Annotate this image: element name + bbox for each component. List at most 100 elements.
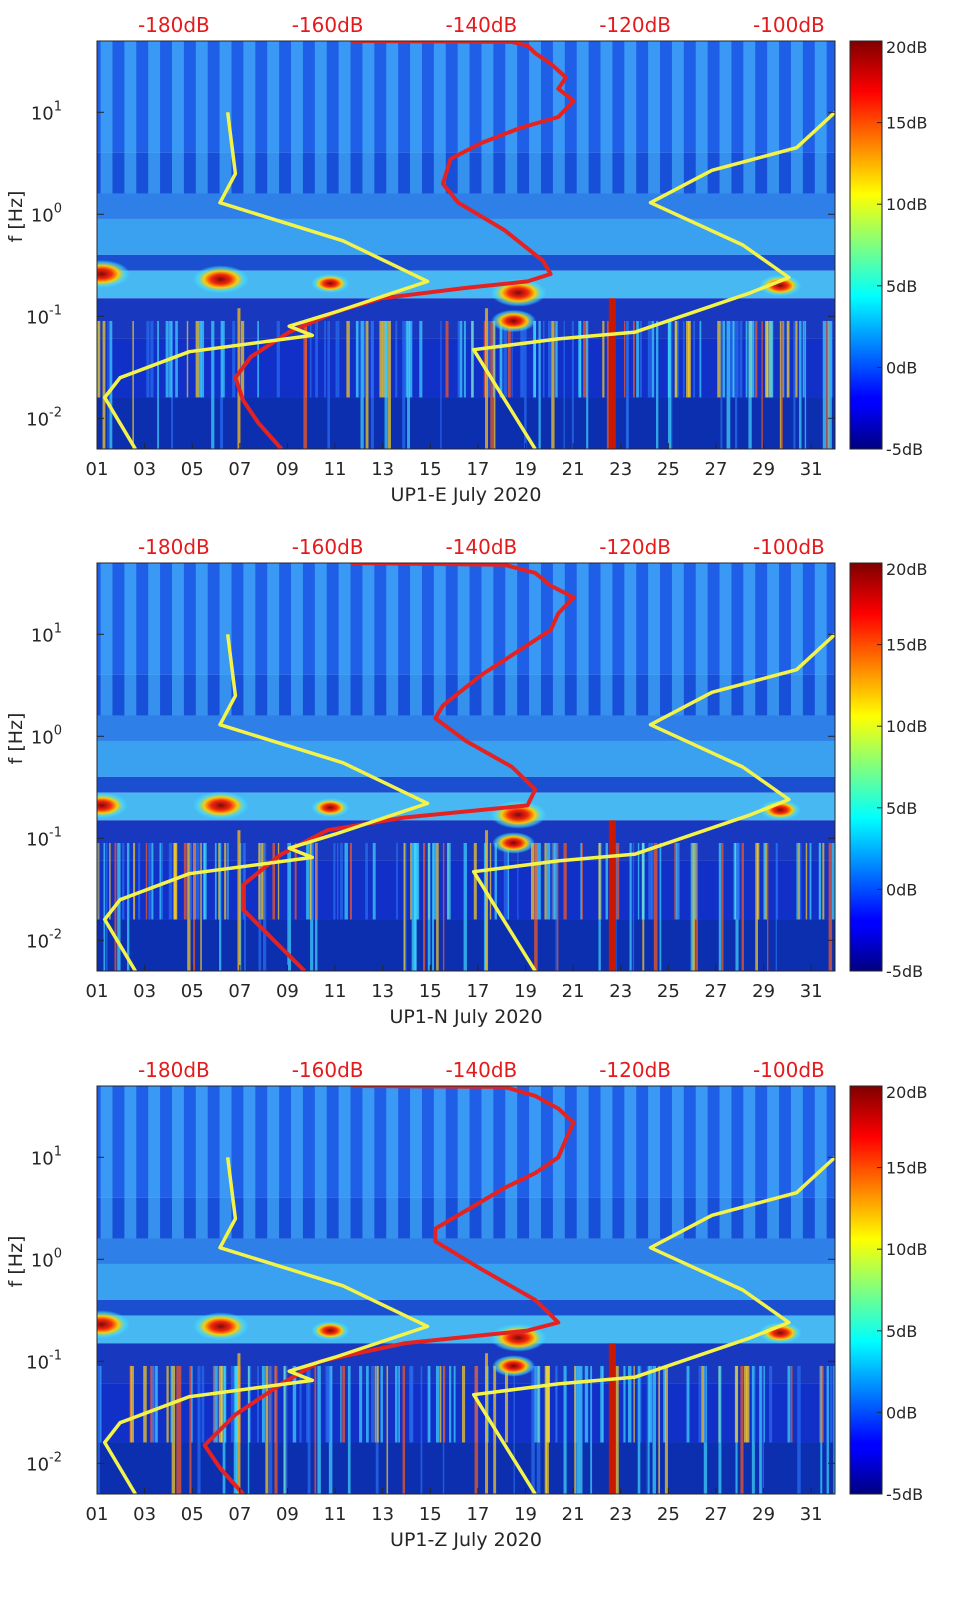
transient-streak [257, 320, 259, 398]
energy-hotspot [192, 265, 249, 294]
transient-streak [520, 320, 523, 398]
daily-noise-stripe [410, 563, 422, 716]
x-tick-label: 27 [705, 459, 728, 480]
daily-noise-stripe [291, 1086, 303, 1239]
x-tick-label: 05 [181, 981, 204, 1002]
transient-streak [670, 320, 673, 449]
transient-streak [178, 1365, 182, 1494]
transient-streak [775, 842, 778, 971]
transient-streak [606, 320, 610, 449]
colorbar-tick-label: 0dB [886, 358, 917, 377]
transient-streak [410, 1365, 414, 1443]
transient-streak [257, 1365, 259, 1443]
daily-noise-stripe [719, 41, 732, 194]
transient-streak [648, 1365, 653, 1443]
transient-streak [677, 842, 680, 920]
top-db-tick-label: -120dB [599, 1058, 671, 1082]
spectrum-band [97, 1263, 835, 1300]
noise-model-curve [102, 1157, 430, 1494]
transient-streak [722, 320, 726, 398]
colorbar [849, 1085, 883, 1495]
transient-streak [542, 320, 545, 398]
daily-noise-stripe [648, 563, 661, 716]
transient-streak [489, 842, 492, 920]
transient-streak [117, 842, 121, 971]
daily-noise-stripe [267, 563, 280, 716]
transient-streak [535, 1365, 538, 1443]
spectrum-band [97, 1343, 835, 1384]
transient-streak [457, 320, 461, 398]
transient-streak [405, 320, 408, 398]
axes-frame [96, 562, 836, 972]
transient-streak [191, 1365, 193, 1443]
transient-streak [769, 320, 772, 398]
transient-streak [410, 842, 412, 920]
transient-streak [828, 320, 832, 449]
transient-streak [659, 842, 662, 971]
transient-streak [176, 1365, 179, 1494]
transient-streak [97, 1365, 101, 1443]
transient-streak [615, 1365, 619, 1494]
transient-streak [333, 842, 336, 920]
transient-streak [97, 320, 101, 398]
y-tick-label: 100 [31, 201, 62, 226]
transient-streak [548, 320, 552, 398]
spectrogram-panel: 01 03 05 07 09 11 13 15 17 19 21 23 25 27 29 31 UP1-N Ju… [5, 535, 928, 1028]
daily-noise-stripe [600, 563, 613, 716]
transient-streak [507, 320, 511, 398]
colorbar [849, 562, 883, 972]
transient-streak [173, 842, 177, 920]
transient-streak [767, 842, 769, 971]
transient-streak [98, 842, 101, 920]
transient-streak [143, 1365, 147, 1443]
transient-streak [154, 1365, 158, 1443]
spectrogram-image [97, 563, 835, 971]
daily-noise-stripe [671, 41, 684, 194]
axes-frame [96, 40, 836, 450]
transient-streak [629, 842, 632, 971]
x-tick-label: 11 [324, 981, 347, 1002]
transient-streak [615, 842, 620, 920]
transient-streak [805, 842, 808, 920]
daily-noise-stripe [695, 563, 708, 716]
transient-streak [474, 1365, 479, 1494]
top-db-tick-label: -160dB [292, 535, 364, 559]
transient-streak [483, 320, 487, 398]
daily-noise-stripe [338, 563, 351, 716]
transient-streak [327, 320, 330, 449]
y-tick-label: 10-1 [26, 1348, 62, 1373]
transient-streak [507, 842, 510, 920]
transient-streak [682, 320, 685, 398]
transient-streak [704, 1365, 707, 1443]
transient-streak [463, 842, 467, 971]
transient-streak [762, 1365, 765, 1494]
transient-streak [427, 1365, 431, 1443]
transient-streak [102, 320, 106, 449]
transient-streak [802, 320, 805, 398]
transient-streak [310, 842, 315, 920]
transient-streak [171, 1365, 176, 1494]
transient-streak [211, 320, 215, 449]
daily-noise-stripe [243, 1086, 256, 1239]
transient-streak [324, 320, 326, 398]
persistent-signal [608, 1343, 616, 1494]
transient-streak [503, 842, 508, 920]
transient-streak [221, 320, 225, 398]
transient-streak [830, 1365, 833, 1443]
daily-noise-stripe [362, 563, 375, 716]
energy-hotspot [192, 791, 249, 820]
colorbar-tick-label: -5dB [886, 1485, 923, 1504]
daily-noise-stripe [743, 563, 756, 716]
y-tick-label: 10-1 [26, 303, 62, 328]
transient-streak [449, 1365, 452, 1443]
transient-streak [150, 320, 154, 398]
transient-streak [655, 320, 659, 449]
y-tick-label: 10-1 [26, 825, 62, 850]
transient-streak [340, 1365, 342, 1443]
transient-streak [538, 320, 541, 449]
daily-noise-stripe [124, 563, 137, 716]
transient-streak [214, 842, 217, 920]
x-tick-label: 31 [800, 1504, 823, 1525]
transient-streak [796, 842, 799, 920]
transient-streak [584, 1365, 589, 1443]
